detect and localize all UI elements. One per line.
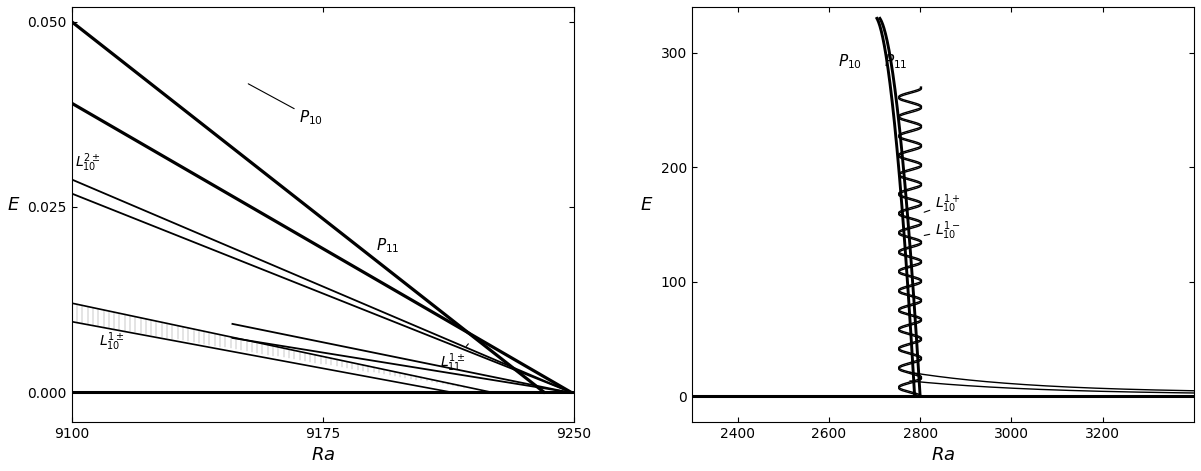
Y-axis label: $E$: $E$ bbox=[640, 196, 653, 214]
Text: $L_{10}^{2\pm}$: $L_{10}^{2\pm}$ bbox=[76, 151, 101, 173]
Text: $L_{10}^{1\pm}$: $L_{10}^{1\pm}$ bbox=[98, 331, 124, 353]
Text: $L_{10}^{1+}$: $L_{10}^{1+}$ bbox=[924, 193, 961, 215]
X-axis label: $Ra$: $Ra$ bbox=[931, 446, 955, 464]
Text: $L_{11}^{1\pm}$: $L_{11}^{1\pm}$ bbox=[440, 344, 468, 374]
Text: $L_{10}^{1-}$: $L_{10}^{1-}$ bbox=[925, 219, 961, 242]
Text: $P_{10}$: $P_{10}$ bbox=[249, 84, 323, 127]
X-axis label: $Ra$: $Ra$ bbox=[311, 446, 335, 464]
Text: $P_{11}$: $P_{11}$ bbox=[884, 53, 907, 71]
Text: $P_{11}$: $P_{11}$ bbox=[376, 236, 400, 255]
Y-axis label: $E$: $E$ bbox=[7, 196, 20, 214]
Text: $P_{10}$: $P_{10}$ bbox=[837, 53, 861, 71]
